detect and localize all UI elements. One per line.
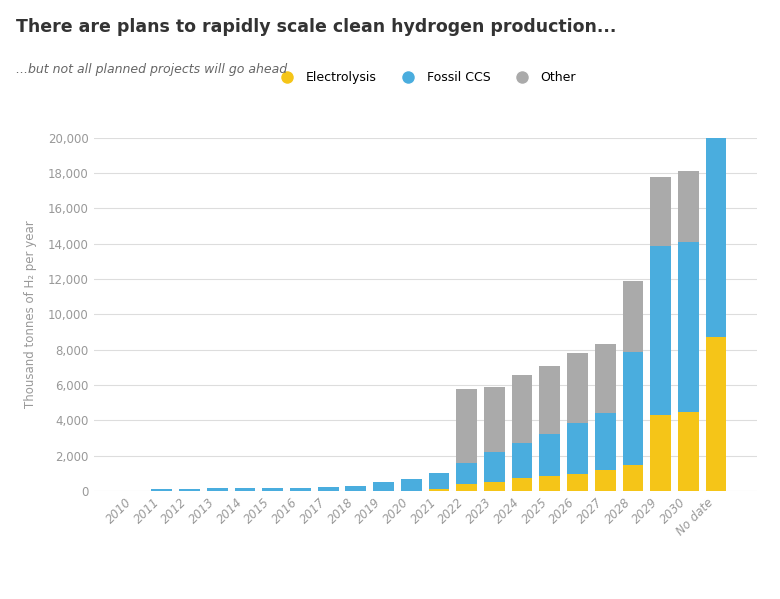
Text: There are plans to rapidly scale clean hydrogen production...: There are plans to rapidly scale clean h… bbox=[16, 18, 616, 36]
Bar bbox=[678, 171, 699, 242]
Y-axis label: Thousand tonnes of H₂ per year: Thousand tonnes of H₂ per year bbox=[23, 220, 37, 409]
Bar bbox=[262, 488, 283, 491]
Bar bbox=[595, 413, 615, 470]
Bar bbox=[540, 366, 560, 434]
Bar bbox=[678, 412, 699, 491]
Bar bbox=[622, 352, 644, 465]
Bar bbox=[207, 488, 228, 491]
Bar bbox=[706, 337, 726, 491]
Bar bbox=[317, 487, 339, 491]
Bar bbox=[151, 489, 172, 491]
Bar bbox=[567, 474, 588, 491]
Bar bbox=[651, 415, 671, 491]
Bar bbox=[484, 482, 505, 491]
Bar bbox=[595, 470, 615, 491]
Bar bbox=[540, 434, 560, 476]
Bar bbox=[651, 246, 671, 415]
Bar bbox=[567, 423, 588, 474]
Bar bbox=[428, 489, 449, 491]
Bar bbox=[290, 488, 310, 491]
Bar bbox=[456, 389, 477, 463]
Bar bbox=[179, 489, 200, 491]
Bar bbox=[512, 376, 533, 443]
Bar bbox=[567, 353, 588, 423]
Bar bbox=[622, 281, 644, 352]
Legend: Electrolysis, Fossil CCS, Other: Electrolysis, Fossil CCS, Other bbox=[269, 66, 581, 89]
Text: ...but not all planned projects will go ahead: ...but not all planned projects will go … bbox=[16, 63, 287, 76]
Bar bbox=[456, 463, 477, 484]
Bar bbox=[373, 482, 394, 491]
Bar bbox=[484, 387, 505, 452]
Bar bbox=[235, 488, 255, 491]
Bar bbox=[346, 486, 367, 491]
Bar bbox=[401, 479, 422, 491]
Bar bbox=[706, 41, 726, 93]
Bar bbox=[651, 177, 671, 246]
Bar bbox=[456, 484, 477, 491]
Bar bbox=[706, 93, 726, 337]
Bar bbox=[595, 344, 615, 413]
Bar bbox=[622, 465, 644, 491]
Bar bbox=[540, 476, 560, 491]
Bar bbox=[678, 242, 699, 412]
Bar bbox=[512, 478, 533, 491]
Bar bbox=[512, 443, 533, 478]
Bar bbox=[428, 473, 449, 489]
Bar bbox=[484, 452, 505, 482]
